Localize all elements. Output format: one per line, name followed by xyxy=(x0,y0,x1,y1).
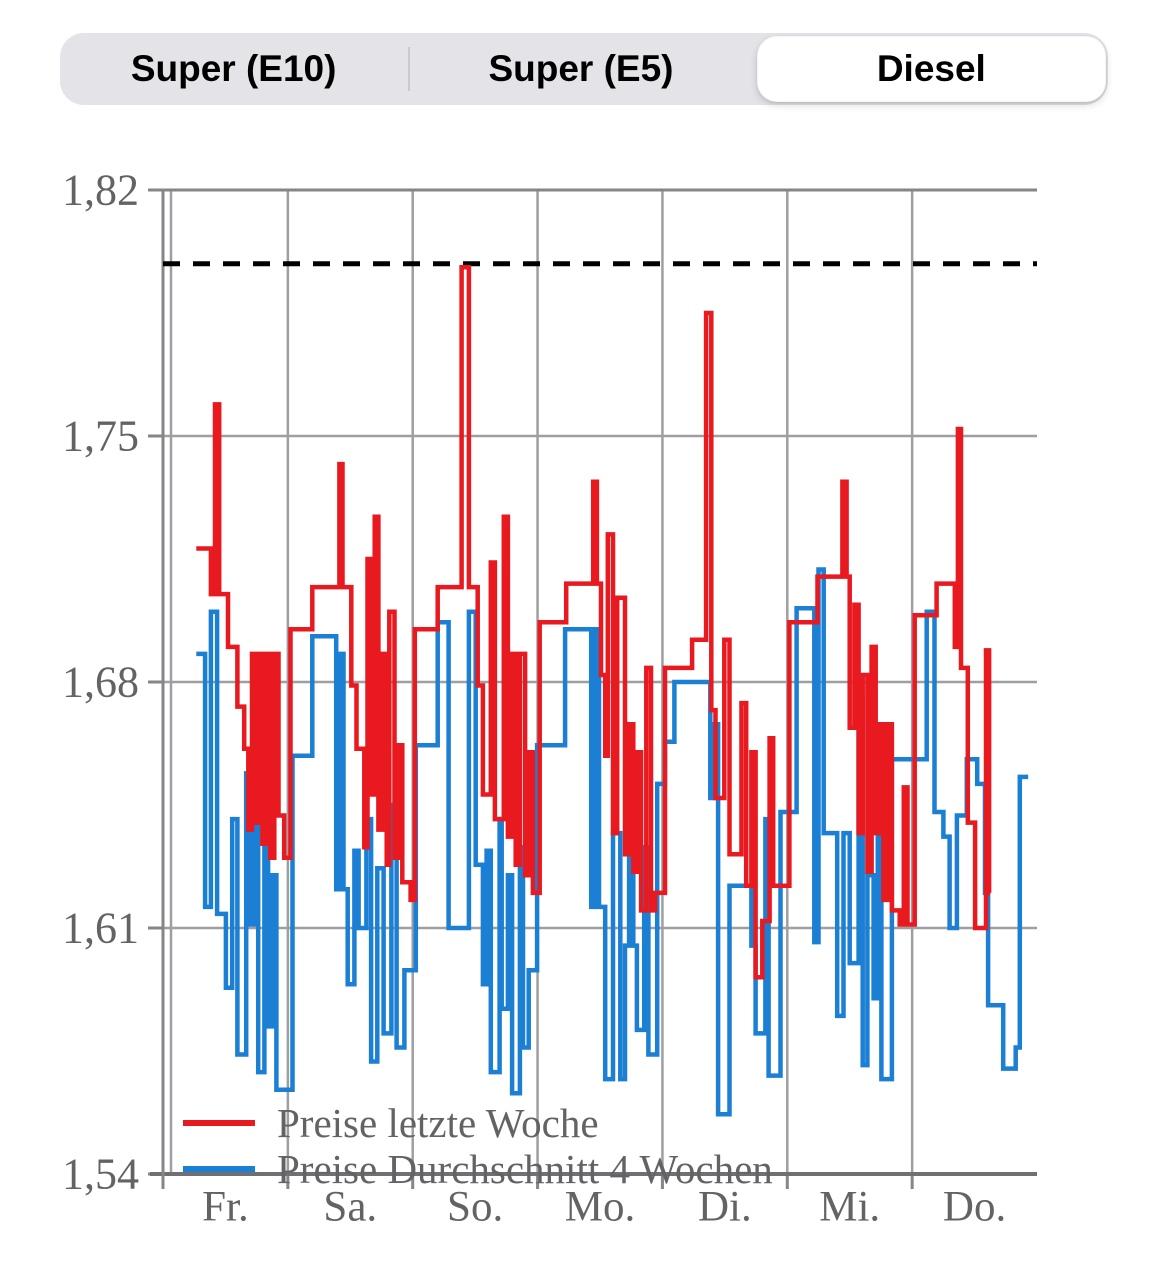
tab-super-e5[interactable]: Super (E5) xyxy=(407,33,754,105)
segment-divider xyxy=(408,47,410,91)
legend-label-average: Preise Durchschnitt 4 Wochen xyxy=(277,1146,773,1192)
x-axis-label: So. xyxy=(447,1184,503,1231)
series-4-week-average-line xyxy=(196,567,1029,1117)
y-axis-label: 1,75 xyxy=(62,412,139,461)
x-axis-label: Sa. xyxy=(323,1184,377,1231)
y-axis-label: 1,54 xyxy=(62,1150,139,1199)
x-axis-label: Mi. xyxy=(819,1184,880,1231)
y-axis-label: 1,61 xyxy=(62,904,139,953)
chart-legend: Preise letzte Woche Preise Durchschnitt … xyxy=(183,1100,773,1192)
series-last-week-line xyxy=(196,265,992,980)
x-axis-label: Di. xyxy=(698,1184,752,1231)
x-axis-label: Fr. xyxy=(202,1184,249,1231)
legend-swatch-red-line xyxy=(183,1120,255,1126)
chart-axes xyxy=(148,188,1037,1189)
x-axis-label: Do. xyxy=(943,1184,1006,1231)
y-axis-label: 1,68 xyxy=(62,658,139,707)
chart-series xyxy=(163,261,1037,1117)
tab-diesel[interactable]: Diesel xyxy=(756,36,1106,102)
legend-label-last-week: Preise letzte Woche xyxy=(277,1100,599,1146)
x-axis-label: Mo. xyxy=(565,1184,635,1231)
chart-axis-labels: 1,54 1,61 1,68 1,75 1,82 Fr. Sa. So. Mo. Di. Mi. Do… xyxy=(62,166,1006,1231)
tab-super-e10[interactable]: Super (E10) xyxy=(60,33,407,105)
legend-swatch-blue-line xyxy=(183,1166,255,1172)
legend-row-average: Preise Durchschnitt 4 Wochen xyxy=(183,1146,773,1192)
legend-row-last-week: Preise letzte Woche xyxy=(183,1100,773,1146)
y-axis-label: 1,82 xyxy=(62,166,139,215)
fuel-type-segmented-control[interactable]: Super (E10) Super (E5) Diesel xyxy=(60,33,1108,105)
